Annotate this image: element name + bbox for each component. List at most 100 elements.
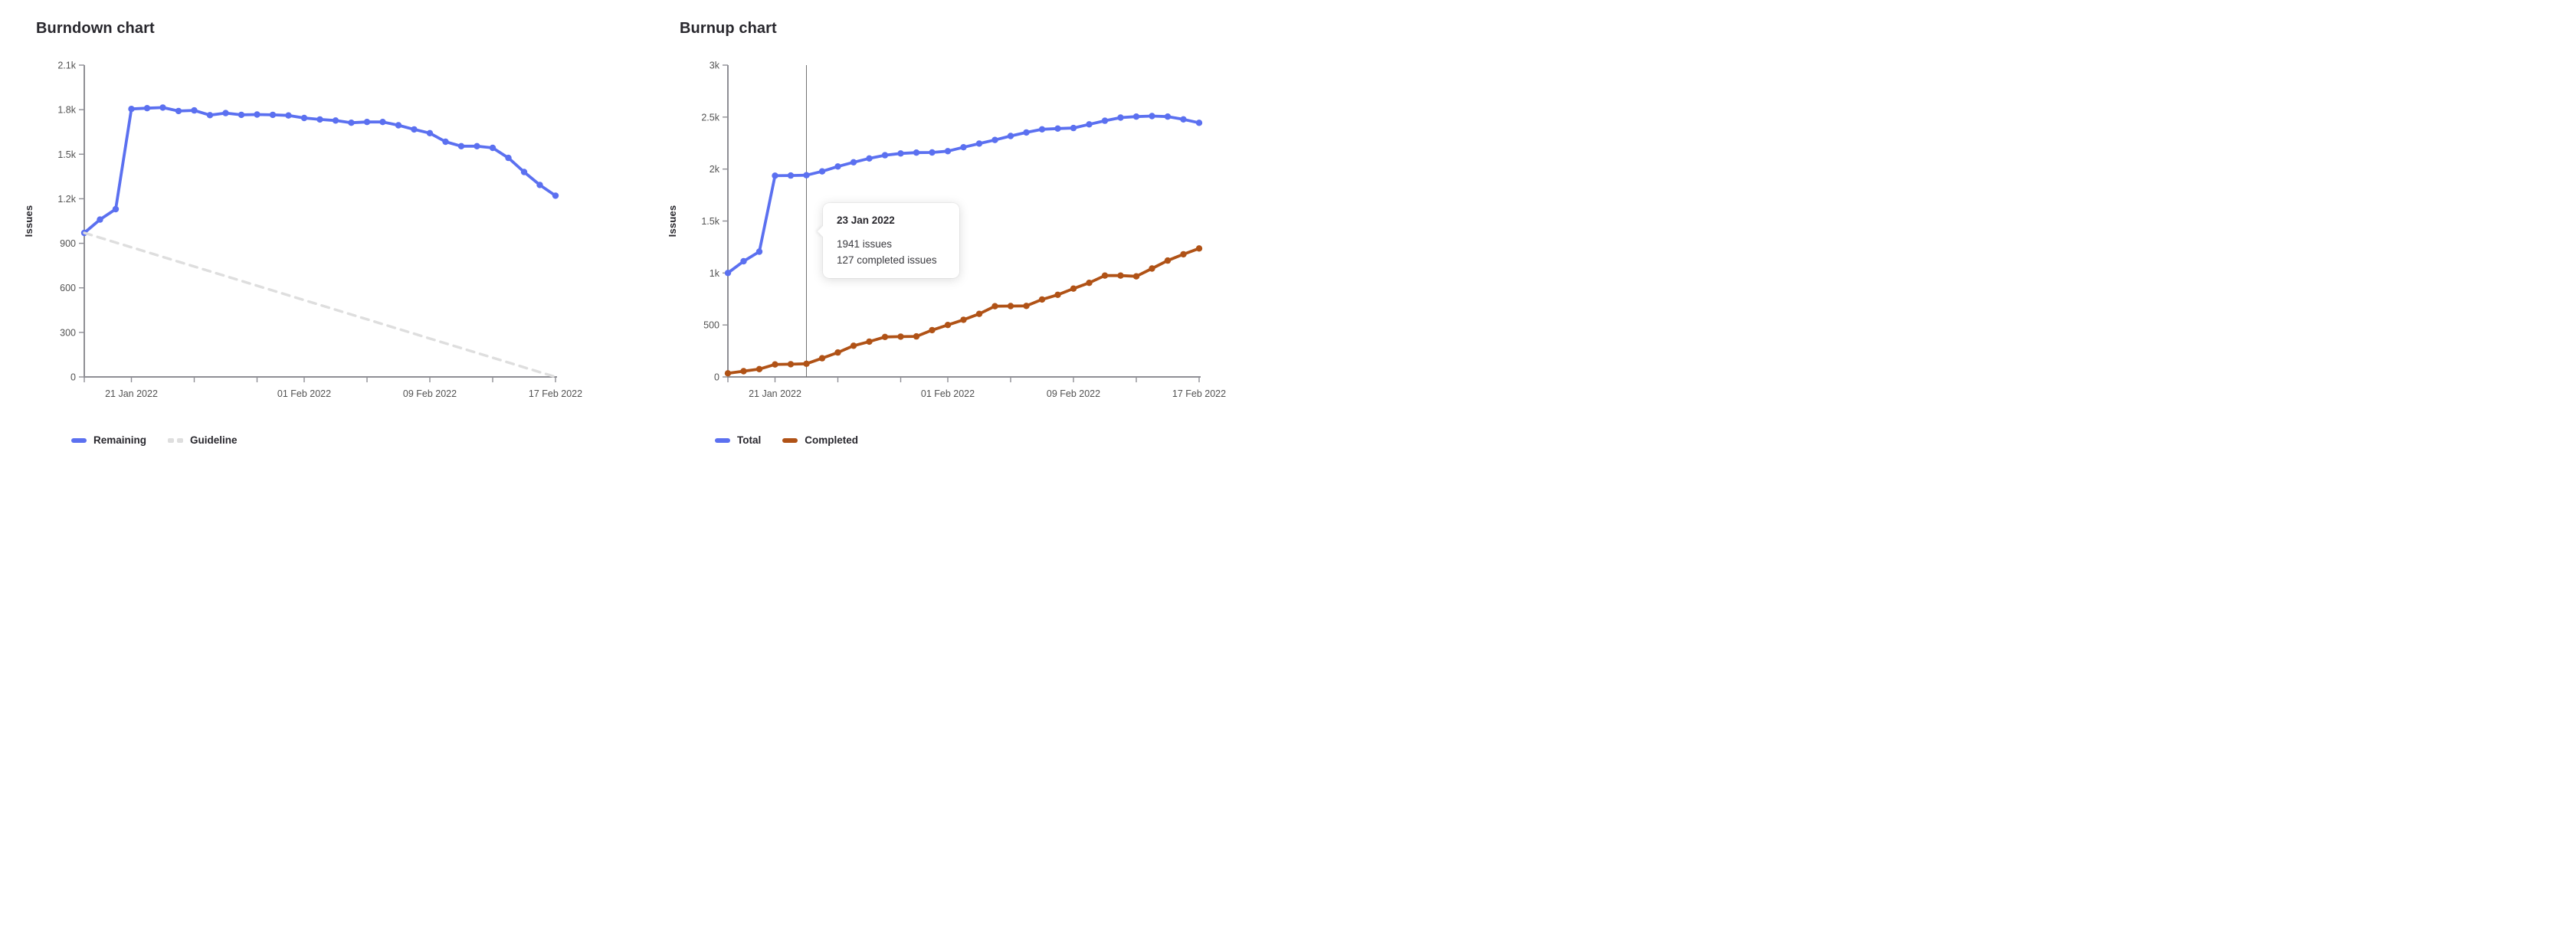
data-point[interactable] [1117, 272, 1124, 279]
data-point[interactable] [379, 119, 386, 126]
data-point[interactable] [175, 107, 182, 115]
data-point[interactable] [1164, 113, 1172, 120]
data-point[interactable] [426, 129, 434, 136]
data-point[interactable] [960, 144, 967, 151]
data-point[interactable] [866, 338, 873, 346]
data-point[interactable] [143, 105, 151, 112]
data-point[interactable] [755, 248, 763, 255]
data-point[interactable] [1054, 125, 1061, 132]
data-point[interactable] [442, 138, 449, 146]
data-point[interactable] [834, 349, 841, 356]
data-point[interactable] [1149, 265, 1155, 272]
data-point[interactable] [332, 117, 339, 124]
data-point[interactable] [1164, 257, 1172, 264]
data-point[interactable] [1117, 114, 1124, 121]
legend-item-completed[interactable]: Completed [782, 434, 858, 446]
legend-item-total[interactable]: Total [715, 434, 761, 446]
legend-item-remaining[interactable]: Remaining [71, 434, 146, 446]
data-point[interactable] [897, 150, 904, 157]
data-point[interactable] [411, 126, 418, 133]
data-point[interactable] [991, 303, 998, 310]
data-point[interactable] [206, 112, 214, 119]
series-line-total[interactable] [726, 114, 1201, 275]
data-point[interactable] [395, 122, 402, 129]
data-point[interactable] [960, 316, 967, 323]
data-point[interactable] [1023, 129, 1030, 136]
data-point[interactable] [724, 370, 732, 377]
data-point[interactable] [755, 365, 763, 372]
data-point[interactable] [1132, 273, 1140, 280]
data-point[interactable] [552, 192, 559, 199]
data-point[interactable] [1101, 117, 1109, 124]
data-point[interactable] [772, 172, 778, 179]
data-point[interactable] [489, 144, 497, 152]
data-point[interactable] [1038, 126, 1046, 133]
data-point[interactable] [1180, 116, 1187, 123]
burnup-chart-canvas[interactable]: Issues 0 500 1k 1.5k 2k 2.5k 3k 21 Jan 2022 01 Fe… [644, 46, 1287, 410]
series-line-completed[interactable] [726, 247, 1201, 375]
data-point[interactable] [1180, 251, 1187, 258]
series-line-guideline[interactable] [83, 231, 557, 378]
data-point[interactable] [1054, 291, 1061, 298]
burndown-chart-canvas[interactable]: Issues 0 300 600 900 1.2k 1.5k 1.8k 2.1k 21 Jan 2… [0, 46, 644, 410]
data-point[interactable] [991, 136, 998, 143]
series-line-remaining[interactable] [83, 106, 557, 234]
data-point[interactable] [881, 152, 889, 159]
data-point[interactable] [300, 114, 308, 122]
data-point[interactable] [1007, 303, 1014, 310]
data-point[interactable] [787, 361, 795, 368]
data-point[interactable] [1195, 120, 1203, 126]
legend-item-guideline[interactable]: Guideline [168, 434, 238, 446]
data-point[interactable] [238, 111, 245, 119]
data-point[interactable] [803, 172, 810, 179]
data-point[interactable] [818, 168, 826, 175]
data-point[interactable] [457, 142, 465, 149]
data-point[interactable] [159, 104, 166, 111]
data-point[interactable] [913, 332, 920, 340]
data-point[interactable] [1038, 296, 1046, 303]
data-point[interactable] [740, 368, 747, 375]
data-point[interactable] [285, 112, 292, 119]
data-point[interactable] [1070, 124, 1077, 132]
data-point[interactable] [1132, 113, 1140, 120]
data-point[interactable] [944, 148, 952, 155]
data-point[interactable] [363, 119, 371, 126]
data-point[interactable] [772, 361, 778, 368]
data-point[interactable] [191, 106, 198, 114]
data-point[interactable] [1149, 113, 1155, 120]
data-point[interactable] [834, 163, 841, 170]
data-point[interactable] [348, 120, 355, 126]
data-point[interactable] [269, 111, 277, 119]
data-point[interactable] [474, 142, 480, 149]
data-point[interactable] [505, 154, 512, 162]
data-point[interactable] [975, 310, 983, 317]
data-point[interactable] [97, 216, 103, 223]
data-point[interactable] [897, 333, 904, 340]
data-point[interactable] [850, 342, 857, 349]
data-point[interactable] [929, 326, 936, 334]
data-point[interactable] [1195, 245, 1203, 252]
data-point[interactable] [740, 257, 747, 265]
data-point[interactable] [222, 110, 229, 116]
data-point[interactable] [1007, 133, 1014, 139]
data-point[interactable] [881, 333, 889, 340]
data-point[interactable] [1086, 280, 1093, 287]
data-point[interactable] [1070, 285, 1077, 292]
data-point[interactable] [520, 169, 528, 175]
data-point[interactable] [850, 159, 857, 165]
data-point[interactable] [913, 149, 920, 156]
data-point[interactable] [866, 155, 873, 162]
data-point[interactable] [1023, 303, 1030, 310]
data-point[interactable] [112, 205, 120, 213]
data-point[interactable] [724, 270, 732, 277]
data-point[interactable] [316, 116, 323, 123]
data-point[interactable] [944, 322, 952, 329]
data-point[interactable] [803, 360, 810, 367]
data-point[interactable] [254, 111, 261, 118]
data-point[interactable] [929, 149, 936, 156]
data-point[interactable] [128, 106, 135, 113]
data-point[interactable] [787, 172, 795, 179]
data-point[interactable] [536, 182, 543, 188]
data-point[interactable] [1101, 272, 1109, 279]
data-point[interactable] [975, 140, 983, 147]
